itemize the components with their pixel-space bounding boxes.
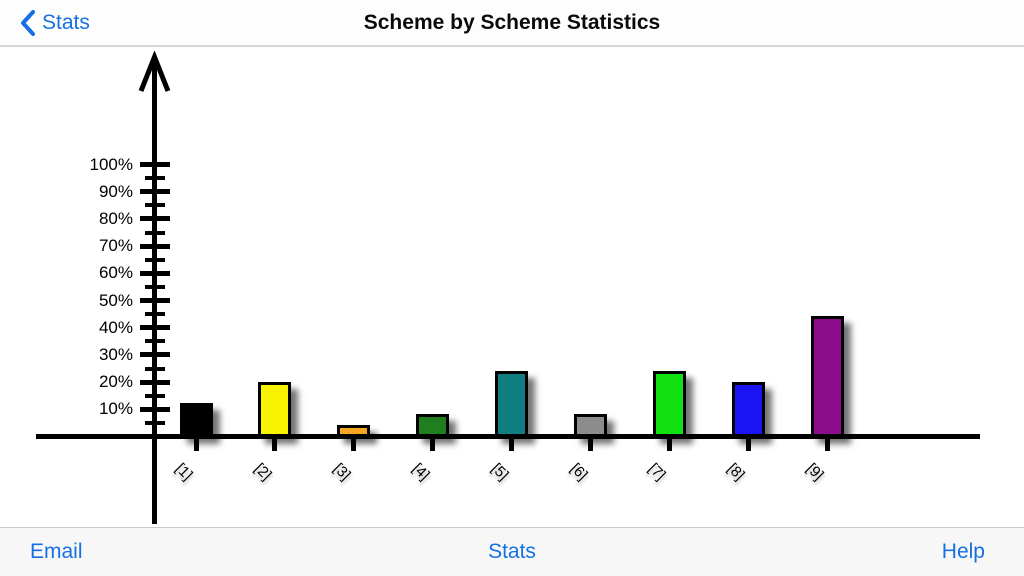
y-axis-tick-label: 100% <box>89 154 133 174</box>
x-axis-tick-label: [3] <box>329 460 354 484</box>
back-button-label: Stats <box>42 10 90 34</box>
y-axis-major-tick <box>139 189 170 195</box>
y-axis-major-tick <box>139 352 170 358</box>
y-axis-major-tick <box>139 298 170 303</box>
y-axis-tick-label: 90% <box>98 181 133 201</box>
y-axis-major-tick <box>139 216 170 222</box>
bar-8 <box>731 381 765 437</box>
y-axis-tick-label: 50% <box>98 290 133 310</box>
y-axis-tick-label: 20% <box>98 372 133 392</box>
x-axis-tick-label: [8] <box>724 460 749 484</box>
x-axis-tick <box>824 438 830 451</box>
x-axis-tick-label: [9] <box>803 460 827 484</box>
y-axis-minor-tick <box>144 230 165 235</box>
x-axis-tick <box>666 438 672 451</box>
x-axis-tick <box>509 438 515 451</box>
back-button[interactable]: Stats <box>20 0 90 45</box>
y-axis-minor-tick <box>144 366 165 371</box>
y-axis-major-tick <box>139 243 170 249</box>
bar-1 <box>179 403 213 437</box>
y-axis-minor-tick <box>144 393 165 398</box>
x-axis-tick <box>272 438 278 451</box>
bar-4 <box>416 414 450 437</box>
back-chevron-icon <box>21 9 35 36</box>
toolbar: Email Stats Help <box>0 527 1024 576</box>
y-axis-minor-tick <box>144 312 165 317</box>
navbar: Stats Scheme by Scheme Statistics <box>0 0 1024 47</box>
x-axis-tick-label: [4] <box>408 460 433 484</box>
x-axis-tick-label: [1] <box>171 460 196 484</box>
y-axis-tick-label: 30% <box>98 344 133 364</box>
y-axis-tick-label: 10% <box>98 399 133 419</box>
y-axis-major-tick <box>139 406 170 412</box>
x-axis-tick-label: [7] <box>645 460 670 484</box>
y-axis-major-tick <box>139 325 170 331</box>
y-axis-major-tick <box>139 162 170 167</box>
x-axis-tick <box>745 438 751 451</box>
stats-button[interactable]: Stats <box>488 540 536 563</box>
page-title: Scheme by Scheme Statistics <box>363 10 661 34</box>
x-axis-tick-label: [5] <box>487 460 512 484</box>
y-axis-minor-tick <box>144 203 165 208</box>
bar-3 <box>337 425 371 437</box>
x-axis-tick <box>588 438 593 451</box>
bar-6 <box>574 414 607 437</box>
x-axis-tick-label: [2] <box>250 460 275 484</box>
x-axis-tick <box>351 438 357 451</box>
y-axis-tick-label: 40% <box>98 317 133 337</box>
y-axis-line <box>152 57 157 524</box>
x-axis-tick <box>193 438 199 451</box>
y-axis-minor-tick <box>144 420 165 425</box>
y-axis-arrow-icon <box>138 51 171 92</box>
y-axis-major-tick <box>139 379 170 385</box>
bar-7 <box>652 370 686 437</box>
y-axis-tick-label: 70% <box>98 236 133 256</box>
bar-9 <box>810 316 844 437</box>
y-axis-tick-label: 80% <box>98 208 133 228</box>
y-axis-major-tick <box>139 270 170 276</box>
email-button[interactable]: Email <box>30 540 83 563</box>
y-axis-minor-tick <box>144 176 165 181</box>
y-axis-minor-tick <box>144 339 165 344</box>
bar-2 <box>258 381 292 437</box>
x-axis-tick <box>430 438 436 451</box>
help-button[interactable]: Help <box>941 540 985 563</box>
bar-5 <box>495 370 529 437</box>
y-axis-minor-tick <box>144 284 165 289</box>
y-axis-minor-tick <box>144 257 165 262</box>
y-axis-tick-label: 60% <box>98 263 133 283</box>
x-axis-tick-label: [6] <box>566 460 591 484</box>
chart-area: 10% 20% 30% 40% 50% 60% 70% 80% 90% 100% [1] [2] [3]… <box>0 47 1024 527</box>
